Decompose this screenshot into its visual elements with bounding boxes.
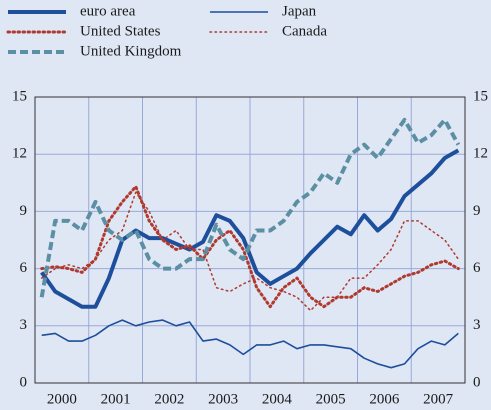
- y-tick-label: 9: [20, 203, 28, 219]
- series-line: [39, 117, 461, 298]
- x-tick-label: 2000: [47, 391, 77, 407]
- x-tick-label: 2002: [154, 391, 184, 407]
- y2-tick-label: 3: [473, 317, 481, 333]
- series-line: [40, 191, 460, 312]
- legend-label: Canada: [282, 23, 327, 39]
- y-tick-label: 0: [20, 374, 28, 390]
- x-tick-label: 2004: [262, 391, 293, 407]
- y2-tick-label: 9: [473, 203, 481, 219]
- y2-tick-label: 15: [473, 88, 488, 104]
- y-tick-label: 12: [12, 146, 27, 162]
- legend-label: euro area: [80, 3, 136, 19]
- x-tick-label: 2007: [423, 391, 454, 407]
- legend-label: United States: [80, 23, 161, 39]
- y2-tick-label: 0: [473, 374, 481, 390]
- series-line: [41, 319, 459, 369]
- y2-tick-label: 12: [473, 146, 488, 162]
- x-tick-label: 2006: [369, 391, 400, 407]
- series-line: [40, 185, 460, 309]
- y2-tick-label: 6: [473, 260, 481, 276]
- x-tick-label: 2003: [208, 391, 238, 407]
- x-tick-label: 2005: [316, 391, 346, 407]
- y-tick-label: 6: [20, 260, 28, 276]
- x-tick-label: 2001: [101, 391, 131, 407]
- y-tick-label: 15: [12, 88, 27, 104]
- y-tick-label: 3: [20, 317, 28, 333]
- legend-label: United Kingdom: [80, 43, 182, 59]
- legend-label: Japan: [282, 3, 317, 19]
- series-line: [40, 148, 460, 309]
- plot-frame: [34, 96, 466, 384]
